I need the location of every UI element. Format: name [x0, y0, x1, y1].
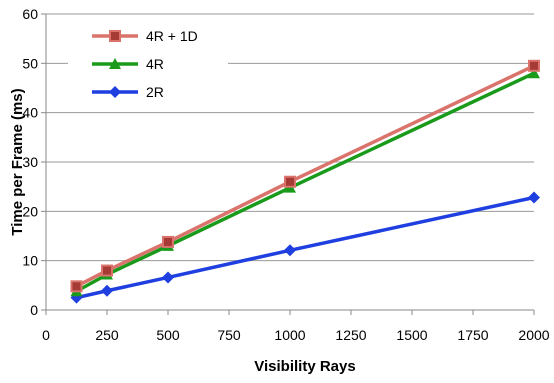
data-point-triangle: [528, 67, 540, 79]
data-point-diamond: [284, 244, 296, 257]
x-tick-label: 2000: [518, 327, 549, 343]
series-line: [75, 71, 535, 293]
x-tick-label: 250: [95, 327, 119, 343]
x-axis-label: Visibility Rays: [254, 358, 355, 375]
legend-label: 2R: [146, 84, 164, 100]
series-square: [70, 59, 540, 293]
data-point-square: [528, 59, 540, 72]
x-tick-label: 500: [156, 327, 180, 343]
legend-background: [68, 20, 228, 104]
x-tick-label: 750: [217, 327, 241, 343]
series-layer: [70, 59, 540, 304]
data-point-square: [284, 175, 296, 188]
data-point-square: [101, 264, 113, 277]
y-axis-label: Time per Frame (ms): [9, 88, 26, 235]
data-point-diamond: [528, 191, 540, 204]
data-point-diamond: [162, 271, 174, 284]
y-tick-label: 40: [22, 105, 38, 121]
y-tick-labels: 0 10 20 30 40 50 60: [22, 6, 38, 318]
x-tick-label: 1250: [335, 327, 366, 343]
data-point-diamond: [101, 284, 113, 297]
data-point-triangle: [109, 58, 121, 69]
legend-label: 4R + 1D: [146, 28, 198, 44]
y-tick-label: 0: [30, 302, 38, 318]
data-point-diamond: [109, 86, 121, 98]
x-tick-label: 1500: [396, 327, 427, 343]
y-tick-label: 10: [22, 253, 38, 269]
y-tick-label: 60: [22, 6, 38, 22]
legend-label: 4R: [146, 56, 164, 72]
legend: 4R + 1D 4R 2R: [68, 20, 228, 104]
x-tick-labels: 0 250 500 750 1000 1250 1500 1750 2000: [42, 327, 550, 343]
y-tick-label: 30: [22, 154, 38, 170]
axes: [41, 13, 535, 315]
series-diamond: [70, 191, 540, 304]
x-tick-label: 1750: [457, 327, 488, 343]
y-tick-label: 50: [22, 55, 38, 71]
data-point-square: [162, 235, 174, 248]
series-line: [76, 195, 535, 300]
y-tick-label: 20: [22, 203, 38, 219]
data-point-square: [109, 30, 121, 42]
data-point-square: [70, 280, 83, 293]
x-tick-label: 1000: [274, 327, 305, 343]
x-tick-label: 0: [42, 327, 50, 343]
